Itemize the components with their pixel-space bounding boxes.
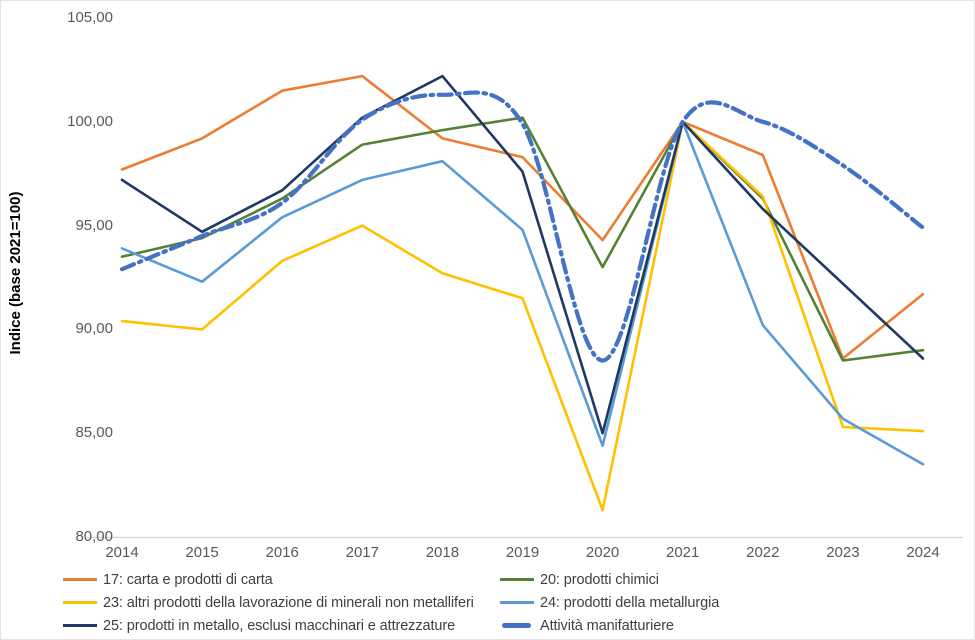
- legend-item: 25: prodotti in metallo, esclusi macchin…: [63, 618, 500, 634]
- legend-item: Attività manifatturiere: [500, 618, 719, 634]
- legend-item: 24: prodotti della metallurgia: [500, 595, 719, 611]
- series-line-3: [120, 120, 925, 512]
- x-tick-label: 2019: [505, 544, 540, 561]
- legend-label: 24: prodotti della metallurgia: [540, 594, 720, 611]
- series-line-1: [120, 74, 925, 360]
- legend-label: 20: prodotti chimici: [540, 571, 659, 588]
- legend-item: 20: prodotti chimici: [500, 572, 719, 588]
- y-axis-title: Indice (base 2021=100): [7, 191, 24, 355]
- legend-swatch: [500, 578, 534, 581]
- legend-swatch: [63, 624, 97, 627]
- x-tick-label: 2020: [585, 544, 620, 561]
- series-line-6: [119, 90, 926, 363]
- legend-label: 25: prodotti in metallo, esclusi macchin…: [103, 617, 456, 634]
- legend-item: 23: altri prodotti della lavorazione di …: [63, 595, 500, 611]
- x-tick-label: 2024: [906, 544, 940, 561]
- legend-swatch: [63, 578, 97, 581]
- y-tick-label: 95,00: [75, 216, 113, 234]
- y-tick-label: 85,00: [75, 424, 113, 442]
- y-tick-label: 90,00: [75, 320, 113, 338]
- x-tick-label: 2023: [826, 544, 860, 561]
- y-tick-label: 100,00: [67, 112, 113, 130]
- y-tick-label: 105,00: [67, 9, 113, 26]
- x-tick-label: 2021: [666, 544, 700, 561]
- x-tick-label: 2014: [105, 544, 139, 561]
- legend-label: 17: carta e prodotti di carta: [103, 571, 273, 588]
- legend-item: 17: carta e prodotti di carta: [63, 572, 500, 588]
- legend-label: 23: altri prodotti della lavorazione di …: [103, 594, 474, 611]
- legend-swatch: [502, 623, 531, 628]
- series-line-2: [120, 116, 925, 362]
- legend-label: Attività manifatturiere: [540, 617, 674, 634]
- x-tick-label: 2016: [265, 544, 299, 561]
- chart-legend: 17: carta e prodotti di carta 20: prodott…: [63, 568, 719, 637]
- legend-swatch: [500, 601, 534, 604]
- legend-swatch: [63, 601, 97, 604]
- y-tick-label: 80,00: [75, 528, 113, 545]
- x-tick-label: 2018: [425, 544, 460, 561]
- series-line-4: [120, 120, 925, 466]
- x-tick-label: 2017: [345, 544, 379, 561]
- x-tick-label: 2015: [185, 544, 219, 561]
- series-line-5: [120, 74, 925, 435]
- x-tick-label: 2022: [746, 544, 780, 561]
